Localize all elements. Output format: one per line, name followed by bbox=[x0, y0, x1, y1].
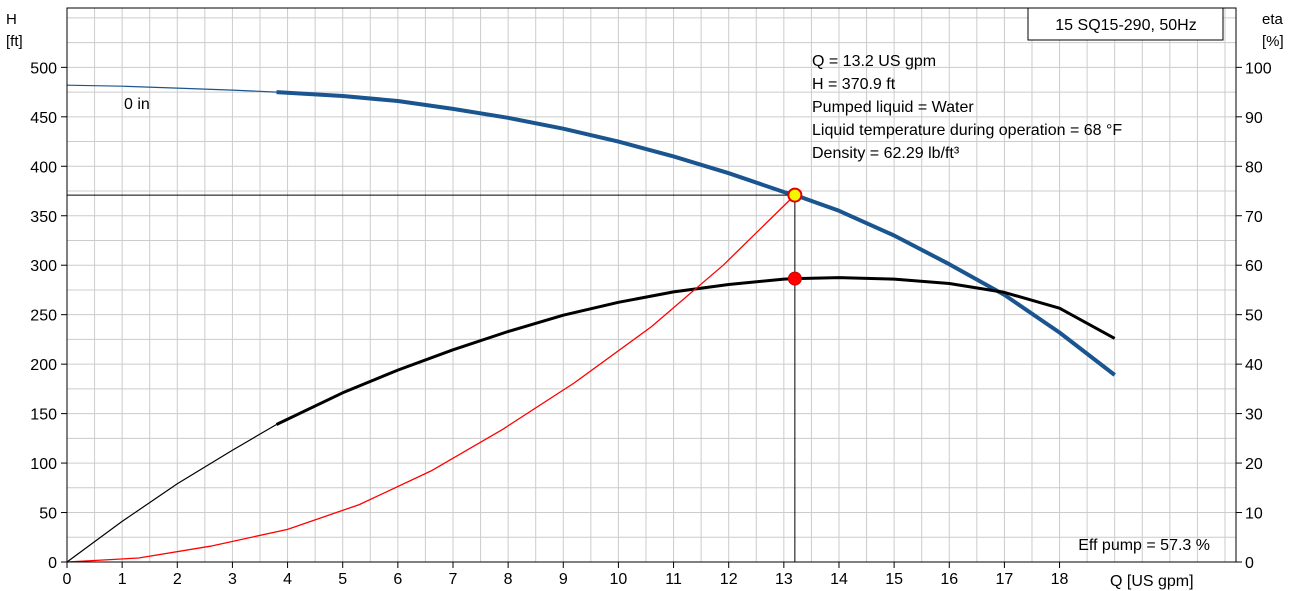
x-tick-label: 9 bbox=[559, 571, 568, 588]
info-liquid: Pumped liquid = Water bbox=[812, 99, 974, 116]
info-head: H = 370.9 ft bbox=[812, 76, 896, 93]
left-tick-label: 150 bbox=[30, 407, 57, 424]
right-tick-label: 30 bbox=[1245, 407, 1263, 424]
left-tick-label: 400 bbox=[30, 159, 57, 176]
left-tick-label: 250 bbox=[30, 308, 57, 325]
title-box: 15 SQ15-290, 50Hz bbox=[1027, 7, 1224, 41]
axis-ticks: 0 1 2 3 4 5 6 7 8 9 10 11 12 13 14 15 16 17 18050100150200… bbox=[30, 60, 1272, 588]
efficiency-point-marker bbox=[787, 271, 802, 286]
curves bbox=[66, 84, 1116, 563]
right-tick-label: 50 bbox=[1245, 308, 1263, 325]
right-tick-label: 100 bbox=[1245, 60, 1272, 77]
right-tick-label: 20 bbox=[1245, 456, 1263, 473]
x-tick-label: 18 bbox=[1051, 571, 1069, 588]
x-tick-label: 11 bbox=[665, 571, 682, 588]
left-axis-label-1: H bbox=[6, 11, 17, 28]
efficiency-curve-extrapolated bbox=[66, 423, 277, 563]
chart-title: 15 SQ15-290, 50Hz bbox=[1055, 17, 1196, 34]
right-axis-label-2: [%] bbox=[1262, 33, 1284, 50]
x-tick-label: 15 bbox=[885, 571, 903, 588]
right-tick-label: 70 bbox=[1245, 209, 1263, 226]
right-tick-label: 80 bbox=[1245, 159, 1263, 176]
right-tick-label: 10 bbox=[1245, 506, 1263, 523]
left-tick-label: 450 bbox=[30, 110, 57, 127]
x-tick-label: 12 bbox=[720, 571, 738, 588]
x-tick-label: 4 bbox=[283, 571, 292, 588]
x-tick-label: 13 bbox=[775, 571, 793, 588]
x-tick-label: 0 bbox=[63, 571, 72, 588]
x-axis-label: Q [US gpm] bbox=[1110, 573, 1194, 590]
left-tick-label: 50 bbox=[39, 506, 57, 523]
x-tick-label: 14 bbox=[830, 571, 848, 588]
operating-point-marker bbox=[787, 187, 803, 203]
head-curve-extrapolated bbox=[66, 84, 277, 93]
x-tick-label: 1 bbox=[118, 571, 127, 588]
right-tick-label: 40 bbox=[1245, 357, 1263, 374]
left-tick-label: 300 bbox=[30, 258, 57, 275]
head-curve bbox=[276, 90, 1116, 377]
x-tick-label: 16 bbox=[940, 571, 958, 588]
info-density: Density = 62.29 lb/ft³ bbox=[812, 145, 960, 162]
efficiency-curve bbox=[275, 276, 1116, 426]
info-block: Q = 13.2 US gpm H = 370.9 ft Pumped liqu… bbox=[812, 53, 1122, 162]
curve-label: 0 in bbox=[124, 96, 150, 113]
x-tick-label: 7 bbox=[449, 571, 458, 588]
x-tick-label: 10 bbox=[610, 571, 628, 588]
left-axis-label-2: [ft] bbox=[6, 33, 23, 50]
left-tick-label: 0 bbox=[48, 555, 57, 572]
left-tick-label: 500 bbox=[30, 60, 57, 77]
x-tick-label: 2 bbox=[173, 571, 182, 588]
x-tick-label: 6 bbox=[393, 571, 402, 588]
info-flow: Q = 13.2 US gpm bbox=[812, 53, 936, 70]
right-tick-label: 0 bbox=[1245, 555, 1254, 572]
right-tick-label: 90 bbox=[1245, 110, 1263, 127]
left-tick-label: 200 bbox=[30, 357, 57, 374]
x-tick-label: 3 bbox=[228, 571, 237, 588]
plot-frame bbox=[66, 7, 1237, 563]
right-tick-label: 60 bbox=[1245, 258, 1263, 275]
left-tick-label: 350 bbox=[30, 209, 57, 226]
left-tick-label: 100 bbox=[30, 456, 57, 473]
info-temperature: Liquid temperature during operation = 68… bbox=[812, 122, 1122, 139]
operating-guides bbox=[67, 187, 803, 562]
x-tick-label: 8 bbox=[504, 571, 513, 588]
efficiency-label: Eff pump = 57.3 % bbox=[1078, 537, 1210, 554]
x-tick-label: 17 bbox=[996, 571, 1014, 588]
x-tick-label: 5 bbox=[338, 571, 347, 588]
right-axis-label-1: eta bbox=[1262, 11, 1284, 28]
power-curve bbox=[66, 194, 796, 563]
